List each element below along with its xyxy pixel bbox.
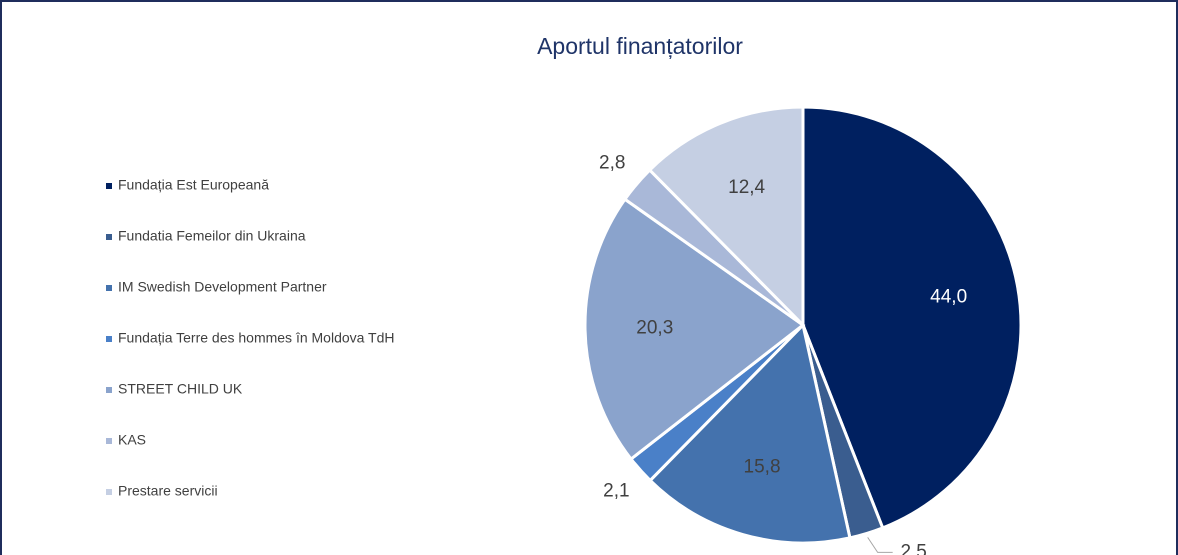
legend-label: IM Swedish Development Partner bbox=[118, 279, 327, 295]
legend-label: Fundația Est Europeană bbox=[118, 177, 269, 193]
data-label: 2,1 bbox=[603, 480, 629, 501]
chart-title: Aportul finanțatorilor bbox=[537, 33, 743, 59]
data-label: 2,5 bbox=[900, 541, 926, 555]
data-label: 20,3 bbox=[636, 318, 673, 339]
legend-marker bbox=[106, 387, 112, 393]
data-label: 2,8 bbox=[599, 152, 625, 173]
legend-label: Prestare servicii bbox=[118, 483, 218, 499]
legend-marker bbox=[106, 234, 112, 240]
leader-line bbox=[867, 537, 893, 553]
legend-marker bbox=[106, 336, 112, 342]
legend-marker bbox=[106, 438, 112, 444]
pie-slice bbox=[583, 197, 806, 462]
legend-marker bbox=[106, 183, 112, 189]
pie-slice bbox=[801, 105, 1023, 530]
legend-marker bbox=[106, 489, 112, 495]
data-label: 15,8 bbox=[744, 456, 781, 477]
data-label: 12,4 bbox=[728, 177, 765, 198]
data-label: 44,0 bbox=[930, 286, 967, 307]
pie-slice bbox=[647, 105, 805, 329]
legend-label: Fundatia Femeilor din Ukraina bbox=[118, 228, 306, 244]
legend-label: STREET CHILD UK bbox=[118, 381, 243, 397]
legend-label: Fundația Terre des hommes în Moldova TdH bbox=[118, 330, 395, 346]
legend-label: KAS bbox=[118, 432, 146, 448]
pie-slice bbox=[648, 321, 852, 545]
legend-marker bbox=[106, 285, 112, 291]
